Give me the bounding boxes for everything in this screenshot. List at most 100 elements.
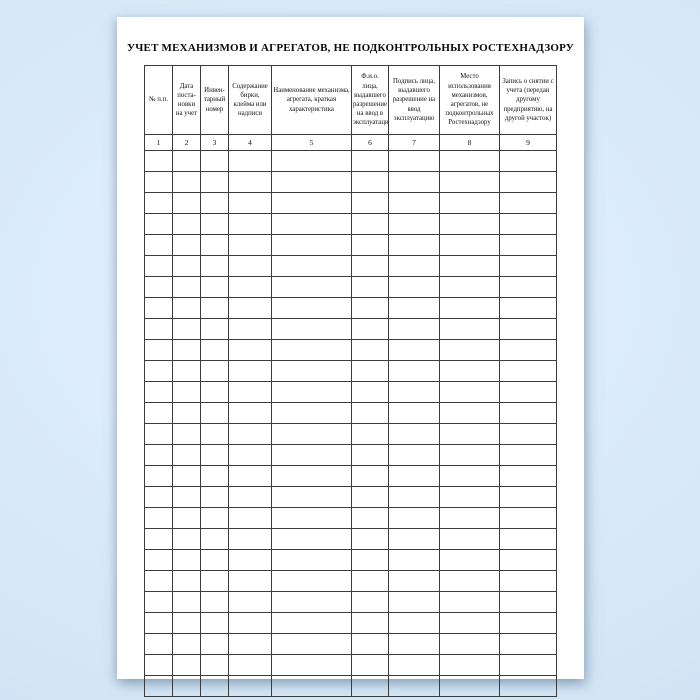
empty-cell bbox=[271, 633, 352, 655]
empty-cell bbox=[439, 486, 500, 508]
table-row bbox=[144, 486, 557, 508]
empty-cell bbox=[144, 297, 173, 319]
table-row bbox=[144, 549, 557, 571]
empty-cell bbox=[271, 339, 352, 361]
empty-cell bbox=[388, 591, 440, 613]
empty-cell bbox=[499, 318, 557, 340]
empty-cell bbox=[172, 528, 201, 550]
empty-cell bbox=[200, 528, 229, 550]
empty-cell bbox=[388, 234, 440, 256]
empty-cell bbox=[271, 549, 352, 571]
empty-cell bbox=[228, 507, 272, 529]
empty-cell bbox=[351, 276, 389, 298]
empty-cell bbox=[144, 633, 173, 655]
empty-cell bbox=[228, 675, 272, 697]
table-row bbox=[144, 507, 557, 529]
empty-cell bbox=[200, 339, 229, 361]
column-number-cell: 5 bbox=[271, 134, 352, 151]
empty-cell bbox=[388, 633, 440, 655]
empty-cell bbox=[228, 234, 272, 256]
column-number-cell: 6 bbox=[351, 134, 389, 151]
empty-cell bbox=[351, 150, 389, 172]
empty-cell bbox=[351, 528, 389, 550]
empty-cell bbox=[439, 423, 500, 445]
empty-cell bbox=[144, 339, 173, 361]
empty-cell bbox=[351, 192, 389, 214]
empty-cell bbox=[200, 381, 229, 403]
empty-cell bbox=[388, 654, 440, 676]
empty-cell bbox=[172, 339, 201, 361]
empty-cell bbox=[439, 213, 500, 235]
empty-cell bbox=[271, 654, 352, 676]
empty-cell bbox=[144, 213, 173, 235]
empty-cell bbox=[388, 318, 440, 340]
empty-cell bbox=[200, 234, 229, 256]
empty-cell bbox=[351, 570, 389, 592]
empty-cell bbox=[200, 213, 229, 235]
empty-cell bbox=[200, 171, 229, 193]
table-row bbox=[144, 423, 557, 445]
document-sheet: УЧЕТ МЕХАНИЗМОВ И АГРЕГАТОВ, НЕ ПОДКОНТР… bbox=[117, 17, 584, 697]
empty-cell bbox=[228, 339, 272, 361]
empty-cell bbox=[271, 591, 352, 613]
empty-cell bbox=[144, 171, 173, 193]
empty-cell bbox=[200, 612, 229, 634]
table-row bbox=[144, 528, 557, 550]
header-cell: Наименование механизма, агрегата, кратка… bbox=[271, 65, 352, 135]
page-title: УЧЕТ МЕХАНИЗМОВ И АГРЕГАТОВ, НЕ ПОДКОНТР… bbox=[126, 42, 575, 54]
empty-cell bbox=[144, 486, 173, 508]
empty-cell bbox=[351, 381, 389, 403]
header-cell: Ф.и.о. лица, выдавшего разрешение на вво… bbox=[351, 65, 389, 135]
empty-cell bbox=[388, 297, 440, 319]
empty-cell bbox=[271, 507, 352, 529]
header-cell: Инвен-тарный номер bbox=[200, 65, 229, 135]
table-row bbox=[144, 675, 557, 697]
empty-cell bbox=[351, 444, 389, 466]
empty-cell bbox=[172, 654, 201, 676]
empty-cell bbox=[144, 150, 173, 172]
empty-cell bbox=[228, 612, 272, 634]
empty-cell bbox=[439, 549, 500, 571]
table-row bbox=[144, 213, 557, 235]
empty-cell bbox=[144, 507, 173, 529]
empty-cell bbox=[200, 633, 229, 655]
empty-cell bbox=[499, 591, 557, 613]
empty-cell bbox=[271, 171, 352, 193]
empty-cell bbox=[271, 297, 352, 319]
empty-cell bbox=[172, 423, 201, 445]
empty-cell bbox=[499, 675, 557, 697]
empty-cell bbox=[228, 654, 272, 676]
empty-cell bbox=[351, 549, 389, 571]
header-cell: Дата поста-новки на учет bbox=[172, 65, 201, 135]
empty-cell bbox=[351, 633, 389, 655]
empty-cell bbox=[439, 675, 500, 697]
empty-cell bbox=[388, 549, 440, 571]
empty-cell bbox=[439, 591, 500, 613]
table-row bbox=[144, 360, 557, 382]
empty-cell bbox=[172, 192, 201, 214]
empty-cell bbox=[144, 234, 173, 256]
empty-cell bbox=[388, 276, 440, 298]
empty-cell bbox=[439, 402, 500, 424]
table-row bbox=[144, 402, 557, 424]
empty-cell bbox=[351, 507, 389, 529]
empty-cell bbox=[271, 276, 352, 298]
header-cell: Запись о снятии с учета (передан другому… bbox=[499, 65, 557, 135]
empty-cell bbox=[351, 234, 389, 256]
empty-cell bbox=[388, 171, 440, 193]
empty-cell bbox=[388, 528, 440, 550]
table-row bbox=[144, 297, 557, 319]
empty-cell bbox=[144, 528, 173, 550]
empty-cell bbox=[499, 255, 557, 277]
empty-cell bbox=[200, 507, 229, 529]
empty-cell bbox=[388, 486, 440, 508]
empty-cell bbox=[351, 213, 389, 235]
empty-cell bbox=[439, 297, 500, 319]
empty-cell bbox=[351, 402, 389, 424]
empty-cell bbox=[200, 423, 229, 445]
empty-cell bbox=[499, 297, 557, 319]
empty-cell bbox=[228, 171, 272, 193]
empty-cell bbox=[228, 591, 272, 613]
empty-cell bbox=[144, 381, 173, 403]
empty-cell bbox=[200, 402, 229, 424]
